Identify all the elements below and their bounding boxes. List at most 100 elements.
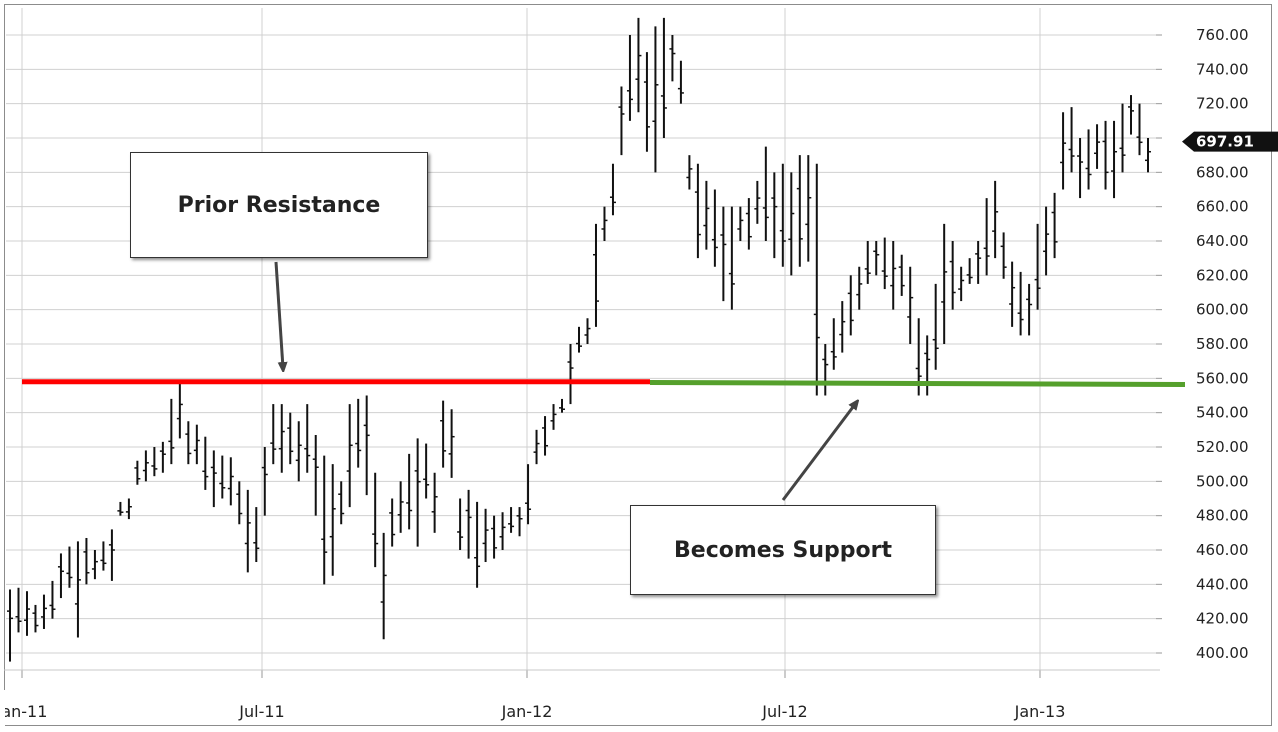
arrow-to-support (781, 403, 856, 501)
ohlc-bar (321, 455, 328, 585)
ohlc-bar (516, 507, 523, 537)
ohlc-bar (559, 398, 566, 413)
ohlc-bar (219, 455, 226, 499)
ohlc-bar (771, 172, 778, 259)
ohlc-bar (567, 344, 574, 405)
ohlc-bar (618, 86, 625, 156)
ohlc-bar (643, 52, 650, 152)
ohlc-bar (898, 254, 905, 296)
ohlc-bar (134, 460, 141, 485)
last-price-label: 697.91 (1196, 133, 1254, 151)
level-lines (22, 379, 1186, 387)
ohlc-bar (550, 404, 557, 430)
y-tick-label: 440.00 (1196, 575, 1249, 593)
ohlc-bar (1077, 138, 1084, 199)
ohlc-bar (151, 447, 158, 477)
y-tick-label: 600.00 (1196, 301, 1249, 319)
ohlc-bar (609, 163, 616, 216)
y-tick-label: 460.00 (1196, 541, 1249, 559)
ohlc-bar (1068, 107, 1075, 173)
ohlc-bar (295, 421, 302, 482)
ohlc-bar (584, 318, 591, 344)
ohlc-bar (941, 223, 948, 344)
ohlc-bar (873, 241, 880, 276)
ohlc-bar (440, 400, 447, 468)
vertical-gridlines (4, 8, 1160, 678)
ohlc-bar (975, 241, 982, 284)
ohlc-bar (1111, 120, 1118, 199)
ohlc-bar (7, 589, 13, 662)
ohlc-bar (1009, 261, 1016, 327)
ohlc-bar (355, 398, 362, 468)
ohlc-bar (244, 489, 251, 573)
ohlc-bar (635, 17, 642, 113)
ohlc-bar (592, 223, 599, 327)
ohlc-bar (1094, 124, 1101, 169)
ohlc-bar (40, 594, 47, 629)
becomes-support-label: Becomes Support (674, 537, 892, 563)
last-price-marker: 697.91 (1182, 131, 1278, 152)
ohlc-bar (720, 206, 727, 302)
last-price-tag (1182, 131, 1278, 152)
ohlc-bar (779, 163, 786, 267)
ohlc-bar (1128, 95, 1135, 135)
y-tick-label: 400.00 (1196, 644, 1249, 662)
ohlc-bar (890, 241, 897, 310)
ohlc-bar (125, 498, 132, 520)
ohlc-bar (91, 550, 98, 580)
ohlc-bar (1017, 271, 1024, 336)
y-tick-label: 760.00 (1196, 26, 1249, 44)
ohlc-bar (864, 241, 871, 284)
x-axis-clip (0, 690, 5, 730)
ohlc-bar (372, 472, 379, 568)
ohlc-bar (907, 266, 914, 344)
ohlc-bar (491, 515, 498, 559)
ohlc-bar (830, 318, 837, 370)
y-tick-label: 640.00 (1196, 232, 1249, 250)
ohlc-bar (83, 537, 90, 585)
x-axis-labels: Jan-11 Jul-11 Jan-12 Jul-12 Jan-13 (0, 690, 1065, 730)
ohlc-bar (168, 398, 175, 465)
ohlc-bar (1145, 138, 1151, 173)
ohlc-bar (499, 512, 506, 550)
ohlc-bar (847, 275, 854, 336)
ohlc-bar (669, 35, 676, 82)
ohlc-bar (193, 424, 200, 465)
y-tick-label: 720.00 (1196, 95, 1249, 113)
ohlc-bar (431, 472, 438, 533)
ohlc-bar (677, 60, 684, 104)
y-tick-label: 420.00 (1196, 610, 1249, 628)
ohlc-bar (406, 453, 413, 530)
ohlc-bar (278, 404, 285, 473)
ohlc-bar (482, 508, 489, 563)
ohlc-bar (363, 395, 370, 496)
ohlc-bar (474, 501, 481, 588)
ohlc-bar (813, 163, 820, 396)
arrow-to-resistance (274, 261, 283, 368)
y-tick-label: 480.00 (1196, 507, 1249, 525)
ohlc-bar (652, 26, 659, 173)
x-tick-label: Jul-11 (238, 702, 284, 721)
ohlc-bar (805, 155, 812, 262)
ohlc-bar (703, 180, 710, 250)
ohlc-bar (728, 206, 735, 310)
ohlc-bar (601, 206, 608, 241)
y-tick-label: 580.00 (1196, 335, 1249, 353)
ohlc-bar (49, 580, 56, 619)
ohlc-bar (329, 464, 336, 576)
ohlc-bar (270, 404, 277, 465)
ohlc-bar (711, 189, 718, 267)
ohlc-bar (338, 481, 345, 525)
x-tick-label: Jul-12 (761, 702, 807, 721)
y-tick-label: 680.00 (1196, 163, 1249, 181)
ohlc-bars (7, 17, 1151, 662)
ohlc-bar (1043, 206, 1050, 276)
ohlc-bar (117, 501, 124, 516)
ohlc-bar (74, 541, 81, 638)
ohlc-bar (508, 507, 515, 533)
x-tick-label: Jan-11 (0, 702, 47, 721)
horizontal-gridlines (6, 34, 1162, 654)
ohlc-bar (1034, 223, 1041, 310)
ohlc-bar (932, 283, 939, 370)
